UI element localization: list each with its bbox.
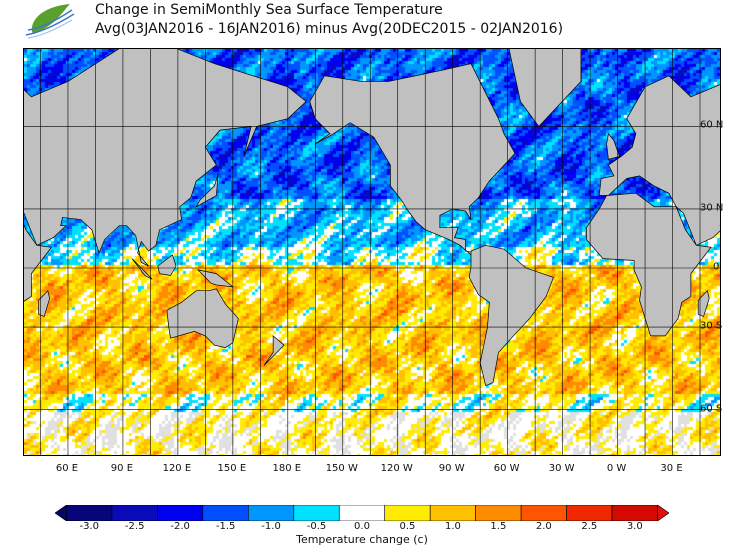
longitude-label: 120 W — [380, 463, 413, 474]
longitude-label: 90 E — [110, 463, 134, 474]
colorbar-swatch — [520, 505, 567, 521]
longitude-label: 0 W — [606, 463, 627, 474]
land-samerica — [468, 244, 554, 387]
colorbar-tick-label: 3.0 — [626, 521, 643, 532]
colorbar-swatch — [248, 505, 295, 521]
sst-change-map — [23, 48, 721, 456]
longitude-label: 30 W — [548, 463, 575, 474]
land-newguinea — [196, 269, 235, 288]
colorbar-swatch — [202, 505, 249, 521]
land-madagascar — [38, 289, 51, 317]
land-eurasia — [598, 75, 720, 246]
colorbar-tick-label: -0.5 — [306, 521, 327, 532]
colorbar-tick-label: 2.0 — [535, 521, 552, 532]
latitude-label: 60 S — [700, 403, 723, 415]
longitude-label: 30 E — [660, 463, 683, 474]
colorbar-swatch — [66, 505, 113, 521]
colorbar-swatch — [384, 505, 431, 521]
colorbar-tick-label: -1.0 — [261, 521, 281, 532]
land-newzealand — [263, 335, 285, 366]
logo-icon — [25, 4, 75, 39]
longitude-label: 90 W — [438, 463, 465, 474]
land-japan — [195, 173, 219, 208]
chart-subtitle: Avg(03JAN2016 - 16JAN2016) minus Avg(20D… — [95, 21, 564, 37]
longitude-label: 120 E — [162, 463, 192, 474]
colorbar-tick-label: -2.0 — [170, 521, 190, 532]
colorbar-swatch — [566, 505, 613, 521]
colorbar-swatch — [611, 505, 658, 521]
longitude-label: 60 W — [493, 463, 520, 474]
land-borneo — [157, 254, 177, 276]
longitude-label: 150 E — [217, 463, 247, 474]
colorbar-under-arrow — [55, 505, 67, 521]
colorbar-tick-label: 1.5 — [490, 521, 507, 532]
latitude-label: 60 N — [700, 119, 724, 131]
colorbar-tick-label: 0.5 — [399, 521, 416, 532]
land-madagascar — [697, 289, 710, 317]
colorbar-tick-label: 2.5 — [581, 521, 598, 532]
land-africa — [24, 224, 53, 302]
colorbar-tick-label: 1.0 — [444, 521, 461, 532]
land-sumatra — [131, 258, 153, 280]
chart-title: Change in SemiMonthly Sea Surface Temper… — [95, 2, 443, 18]
colorbar-swatch — [293, 505, 340, 521]
latitude-label: 0 — [713, 261, 720, 273]
land-eurasia — [24, 49, 307, 267]
longitude-label: 60 E — [55, 463, 79, 474]
colorbar-tick-label: -1.5 — [215, 521, 236, 532]
colorbar-swatch — [157, 505, 204, 521]
map-overlay — [24, 49, 720, 455]
land-greenland — [508, 49, 582, 127]
longitude-label: 150 W — [325, 463, 358, 474]
colorbar-title: Temperature change (c) — [296, 533, 428, 546]
latitude-label: 30 N — [700, 202, 724, 214]
colorbar-tick-label: 0.0 — [354, 521, 370, 532]
colorbar-tick-label: -2.5 — [124, 521, 145, 532]
colorbar-swatch — [475, 505, 522, 521]
latitude-label: 30 S — [700, 320, 723, 332]
colorbar-swatch — [429, 505, 476, 521]
land-namerica — [309, 63, 516, 256]
colorbar-over-arrow — [657, 505, 669, 521]
colorbar-swatch — [111, 505, 158, 521]
colorbar — [55, 505, 669, 521]
colorbar-tick-label: -3.0 — [79, 521, 99, 532]
longitude-label: 180 E — [272, 463, 302, 474]
colorbar-swatch — [338, 505, 386, 521]
